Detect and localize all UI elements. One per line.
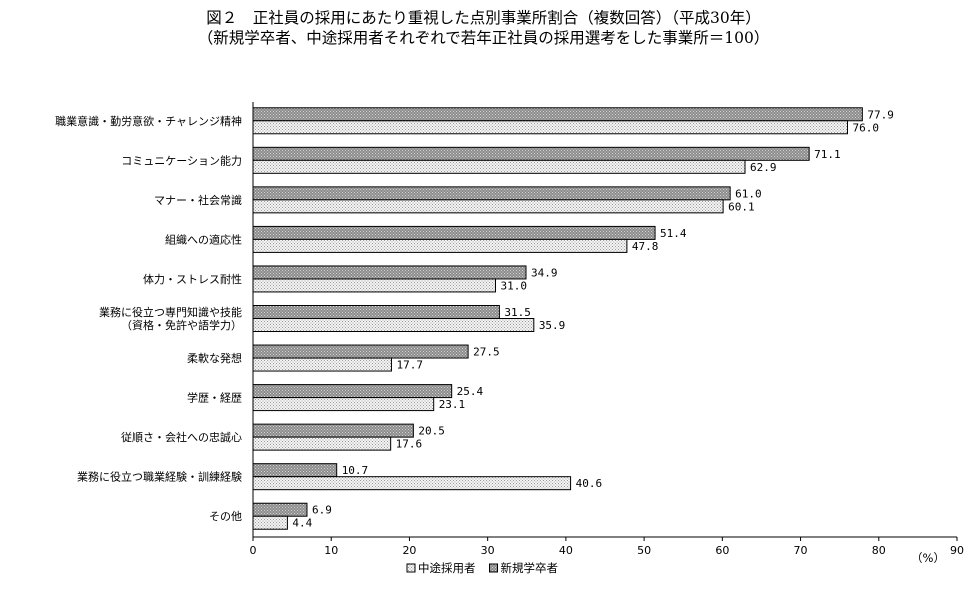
- bar-value-label: 61.0: [735, 187, 762, 200]
- bar-value-label: 17.7: [396, 359, 423, 372]
- bar-mid-career-1: [252, 159, 746, 174]
- bar-mid-career-10: [252, 515, 288, 530]
- category-label: 柔軟な発想: [187, 351, 242, 365]
- x-tick-label: 40: [559, 544, 573, 557]
- bar-mid-career-7: [252, 397, 435, 412]
- bar-value-label: 62.9: [750, 161, 777, 174]
- bar-mid-career-4: [252, 278, 496, 293]
- category-label: 業務に役立つ専門知識や技能: [99, 305, 242, 319]
- x-tick-label: 60: [715, 544, 729, 557]
- chart-subtitle: （新規学卒者、中途採用者それぞれで若年正社員の採用選考をした事業所＝100）: [197, 29, 770, 47]
- category-label: コミュニケーション能力: [121, 153, 242, 167]
- bar-value-label: 27.5: [473, 346, 500, 359]
- bar-mid-career-6: [252, 357, 392, 372]
- bar-value-label: 17.6: [396, 438, 423, 451]
- category-label: 従順さ・会社への忠誠心: [121, 430, 242, 444]
- bars-group: 77.976.0 71.1 62.9 61.060.1 51.447.8 34.9 31.0…: [252, 107, 894, 530]
- bar-value-label: 71.1: [814, 148, 841, 161]
- x-tick-label: 80: [872, 544, 886, 557]
- legend-label: 中途採用者: [418, 561, 476, 575]
- bar-value-label: 20.5: [418, 425, 445, 438]
- bar-value-label: 23.1: [439, 398, 466, 411]
- bar-mid-career-0: [252, 120, 848, 135]
- bar-new-grad-0: [252, 107, 863, 122]
- legend-swatch: [489, 563, 498, 573]
- x-tick-label: 10: [324, 544, 338, 557]
- category-label: 業務に役立つ職業経験・訓練経験: [77, 470, 242, 484]
- category-label: （資格・免許や語学力）: [121, 318, 242, 332]
- category-label: その他: [209, 510, 242, 523]
- bar-new-grad-2: [252, 186, 731, 201]
- bar-value-label: 60.1: [728, 200, 755, 213]
- category-labels: 職業意識・勤労意欲・チャレンジ精神コミュニケーション能力マナー・社会常識組織への…: [55, 114, 242, 523]
- bar-value-label: 31.0: [500, 279, 527, 292]
- x-tick-label: 50: [637, 544, 651, 557]
- bar-value-label: 34.9: [531, 266, 558, 279]
- bar-mid-career-9: [252, 476, 572, 491]
- category-label: マナー・社会常識: [154, 193, 242, 207]
- bar-new-grad-1: [252, 146, 810, 161]
- bar-value-label: 76.0: [852, 121, 879, 134]
- bar-new-grad-10: [252, 502, 308, 517]
- x-tick-label: 70: [794, 544, 808, 557]
- bar-value-label: 31.5: [504, 306, 531, 319]
- bar-new-grad-8: [252, 423, 414, 438]
- x-axis-unit-label: （%）: [911, 551, 945, 565]
- x-axis: 0 10 20 30 40 50 60 70 80 90 （%）: [250, 102, 964, 565]
- category-label: 体力・ストレス耐性: [143, 272, 242, 286]
- legend-label: 新規学卒者: [501, 561, 559, 575]
- x-tick-label: 0: [250, 544, 257, 557]
- bar-value-label: 40.6: [576, 477, 603, 490]
- x-tick-label: 30: [481, 544, 495, 557]
- bar-mid-career-8: [252, 436, 392, 451]
- bar-mid-career-2: [252, 199, 724, 214]
- category-label: 職業意識・勤労意欲・チャレンジ精神: [55, 114, 242, 128]
- bar-new-grad-4: [252, 265, 527, 280]
- legend-swatch: [406, 563, 416, 573]
- x-tick-label: 90: [950, 544, 964, 557]
- bar-new-grad-3: [252, 225, 656, 240]
- legend: 中途採用者 新規学卒者: [406, 561, 559, 575]
- chart-title: 図２ 正社員の採用にあたり重視した点別事業所割合（複数回答）（平成30年）: [206, 9, 761, 27]
- bar-new-grad-5: [252, 305, 500, 319]
- bar-new-grad-9: [252, 463, 338, 478]
- bar-value-label: 77.9: [867, 108, 894, 121]
- bar-value-label: 35.9: [539, 319, 566, 332]
- bar-new-grad-6: [252, 344, 469, 359]
- category-label: 学歴・経歴: [187, 391, 242, 405]
- bar-new-grad-7: [252, 384, 453, 399]
- bar-value-label: 51.4: [660, 227, 687, 240]
- bar-mid-career-5: [252, 318, 535, 332]
- x-tick-label: 20: [402, 544, 416, 557]
- bar-mid-career-3: [252, 238, 628, 253]
- category-label: 組織への適応性: [165, 232, 242, 246]
- bar-value-label: 47.8: [632, 240, 659, 253]
- bar-value-label: 4.4: [292, 517, 312, 530]
- bar-value-label: 25.4: [457, 385, 484, 398]
- bar-value-label: 6.9: [312, 504, 332, 517]
- bar-value-label: 10.7: [342, 464, 369, 477]
